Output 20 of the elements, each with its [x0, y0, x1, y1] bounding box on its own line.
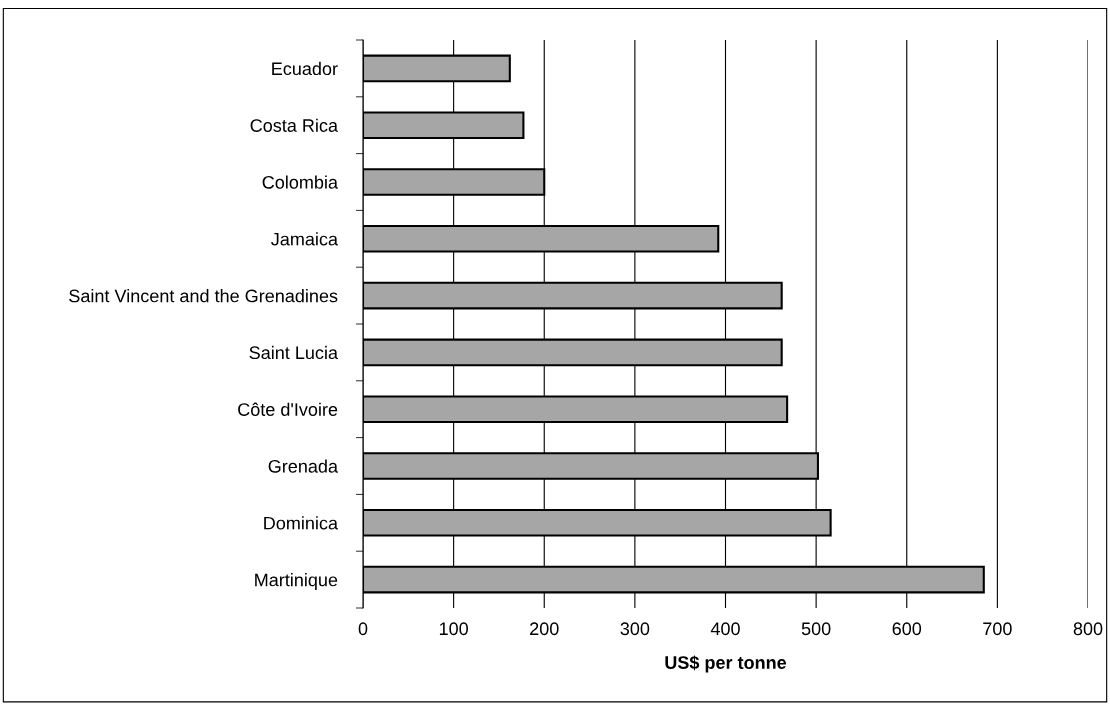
x-tick-label: 600 — [892, 622, 922, 636]
y-tick-label: Jamaica — [271, 232, 338, 246]
y-tick-label: Saint Lucia — [249, 345, 338, 360]
x-axis-title: US$ per tonne — [665, 655, 787, 673]
x-tick-label: 100 — [439, 622, 468, 636]
x-tick-label: 500 — [801, 622, 831, 636]
y-tick-label: Grenada — [268, 459, 339, 473]
x-tick-label: 700 — [983, 622, 1012, 636]
y-tick-label: Ecuador — [272, 61, 338, 76]
y-tick-label: Colombia — [262, 175, 338, 189]
x-tick-label: 0 — [358, 622, 368, 636]
y-tick-label: Costa Rica — [250, 118, 338, 132]
y-tick-label: Côte d'Ivoire — [238, 402, 338, 416]
x-tick-label: 400 — [710, 622, 740, 636]
x-tick-label: 200 — [530, 622, 559, 636]
y-tick-label: Martinique — [255, 573, 338, 590]
y-tick-label: Saint Vincent and the Grenadines — [69, 289, 338, 303]
x-tick-label: 300 — [620, 622, 650, 636]
x-tick-label: 800 — [1073, 622, 1103, 636]
y-tick-label: Dominica — [264, 516, 338, 530]
